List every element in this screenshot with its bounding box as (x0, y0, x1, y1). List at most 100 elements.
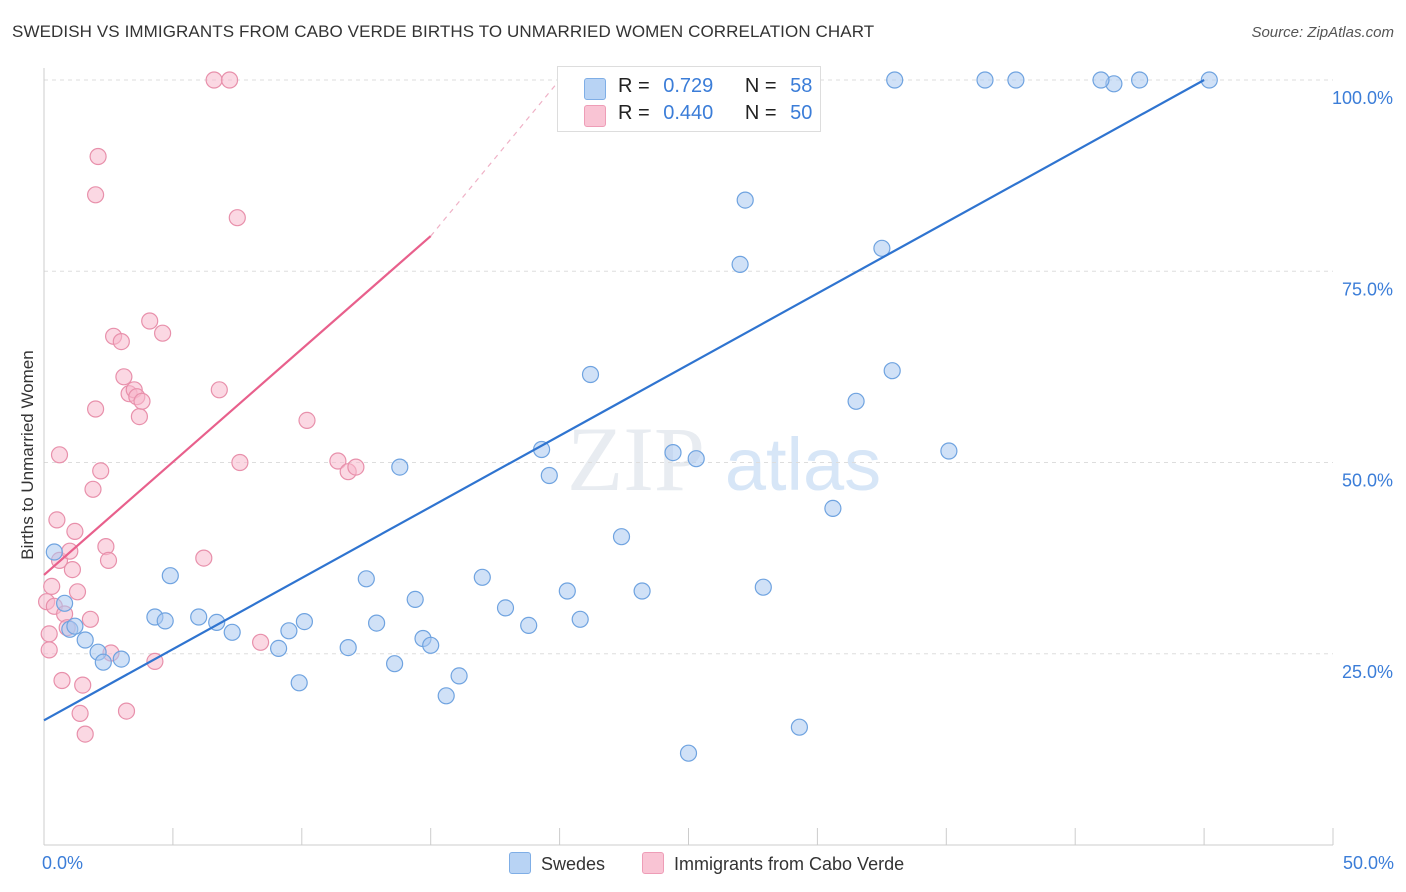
cabo-verde-point (154, 324, 172, 342)
cabo-verde-point (86, 186, 105, 204)
cabo-verde-point (86, 400, 105, 418)
swedes-point (391, 458, 409, 476)
swedes-point (45, 543, 63, 561)
chart-title: SWEDISH VS IMMIGRANTS FROM CABO VERDE BI… (12, 22, 875, 41)
swedes-point (422, 636, 440, 654)
swedes-point (55, 594, 74, 612)
swedes-n-value: 58 (790, 75, 813, 97)
cabo-verde-point (48, 511, 66, 529)
cabo-verde-points (37, 71, 365, 743)
swedes-point (520, 616, 538, 635)
swedes-point (571, 610, 589, 628)
cabo-verde-point (117, 702, 136, 720)
cabo-verde-point (40, 625, 58, 643)
swedes-point (270, 639, 288, 658)
cabo-verde-point (71, 704, 89, 723)
swedes-point (581, 365, 600, 384)
x-tick-max: 50.0% (1342, 853, 1394, 873)
swedes-point (190, 608, 208, 626)
swedes-trendline (43, 79, 1205, 722)
swedes-point (161, 567, 179, 585)
x-tick-min: 0.0% (42, 853, 84, 873)
watermark-zip: ZIP (567, 408, 705, 510)
cabo-verde-point (205, 71, 223, 89)
r-label: R = (618, 102, 650, 124)
cabo-verde-point (329, 452, 347, 470)
y-tick-label: 100.0% (1332, 88, 1393, 108)
cabo-verde-point (43, 577, 61, 596)
cabo-verde-point (210, 381, 228, 399)
cabo-verde-point (112, 333, 130, 351)
cabo-verde-point (89, 147, 107, 166)
cabo-verde-legend-swatch (642, 852, 664, 874)
cabo-verde-point (231, 453, 249, 472)
swedes-point (824, 499, 842, 517)
cabo-verde-trendline (43, 235, 432, 576)
swedes-point (664, 444, 682, 462)
y-tick-label: 75.0% (1342, 279, 1393, 299)
swedes-points (45, 71, 1218, 762)
cabo-verde-legend-label: Immigrants from Cabo Verde (674, 854, 905, 874)
cabo-verde-point (50, 446, 69, 464)
y-tick-labels: 25.0% 50.0% 75.0% 100.0% (1332, 88, 1393, 682)
cabo-verde-point (68, 583, 87, 601)
swedes-legend-label: Swedes (541, 854, 606, 874)
n-label: N = (744, 75, 777, 97)
swedes-point (976, 71, 994, 89)
swedes-point (873, 239, 891, 257)
y-tick-label: 25.0% (1342, 662, 1393, 682)
cabo-verde-point (195, 549, 213, 567)
swedes-r-value: 0.729 (663, 75, 714, 97)
swedes-point (679, 744, 698, 762)
swedes-point (496, 599, 515, 617)
swedes-point (473, 568, 491, 586)
r-label: R = (618, 75, 650, 97)
swedes-point (558, 582, 576, 600)
swedes-point (883, 362, 901, 380)
swedes-point (406, 590, 424, 609)
cabo-verde-point (115, 368, 133, 386)
cabo-verde-point (228, 209, 246, 227)
swedes-point (612, 528, 631, 546)
swedes-point (940, 442, 958, 460)
legend-item-swedes: Swedes (509, 852, 605, 875)
grid-lines (44, 79, 1333, 655)
y-tick-label: 50.0% (1342, 471, 1393, 491)
cabo-verde-point (81, 610, 100, 628)
swedes-point (1200, 71, 1218, 89)
swedes-point (437, 687, 455, 705)
swedes-point (754, 578, 772, 596)
cabo-verde-point (74, 676, 92, 694)
swedes-point (687, 450, 705, 468)
swedes-point (357, 570, 375, 588)
swedes-point (790, 718, 809, 736)
swedes-point (223, 623, 241, 641)
cabo-verde-point (53, 671, 71, 690)
cabo-verde-point (99, 551, 118, 570)
swedes-point (736, 191, 754, 209)
legend-item-cabo-verde: Immigrants from Cabo Verde (642, 852, 904, 875)
cabo-verde-point (347, 458, 365, 476)
cabo-verde-trendline-extension (430, 79, 561, 237)
watermark-atlas: atlas (725, 423, 881, 506)
cabo-verde-point (97, 537, 115, 556)
cabo-verde-r-value: 0.440 (663, 102, 714, 124)
swedes-legend-swatch (509, 852, 531, 874)
swedes-point (280, 622, 298, 640)
swedes-point (1007, 71, 1025, 89)
cabo-verde-point (66, 522, 84, 541)
swedes-point (339, 638, 357, 657)
cabo-verde-point (84, 480, 102, 498)
n-label: N = (744, 102, 777, 124)
swedes-point (633, 582, 651, 600)
swedes-point (1092, 71, 1110, 89)
swedes-point (66, 617, 84, 635)
swedes-point (450, 667, 468, 685)
swedes-point (886, 71, 904, 89)
cabo-verde-n-value: 50 (790, 102, 813, 124)
cabo-verde-point (63, 560, 82, 579)
swedes-point (540, 466, 558, 485)
cabo-verde-point (130, 408, 148, 426)
cabo-verde-point (40, 641, 58, 659)
